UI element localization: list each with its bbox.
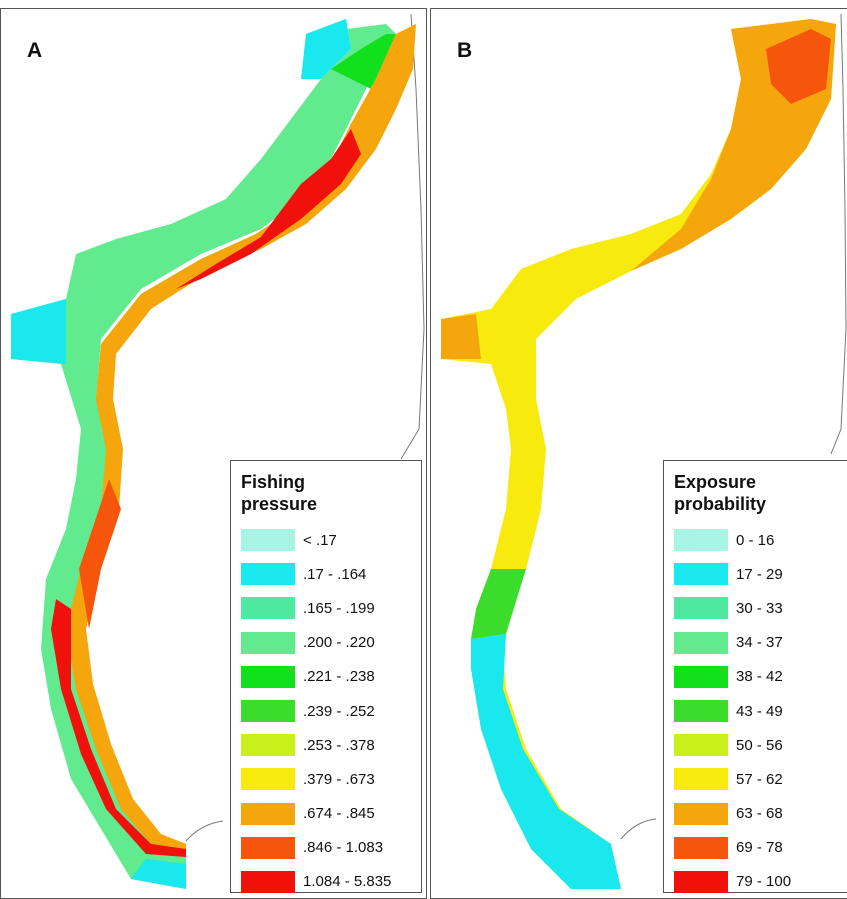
legend-item: 0 - 16 bbox=[674, 523, 847, 557]
legend-title-line: Fishing bbox=[241, 472, 305, 492]
legend-swatch bbox=[241, 563, 295, 586]
legend-swatch bbox=[674, 870, 728, 893]
legend-label: .165 - .199 bbox=[303, 599, 375, 617]
legend-label: .379 - .673 bbox=[303, 770, 375, 788]
legend-item: < .17 bbox=[241, 523, 421, 557]
legend-swatch bbox=[241, 529, 295, 552]
region-red-north bbox=[766, 29, 831, 104]
legend-label: 57 - 62 bbox=[736, 770, 783, 788]
legend-label: 1.084 - 5.835 bbox=[303, 873, 392, 891]
legend-label: 30 - 33 bbox=[736, 599, 783, 617]
legend-item: 38 - 42 bbox=[674, 660, 847, 694]
legend-item: .846 - 1.083 bbox=[241, 831, 421, 865]
legend-swatch bbox=[674, 836, 728, 859]
legend-label: < .17 bbox=[303, 531, 337, 549]
legend-item: .674 - .845 bbox=[241, 797, 421, 831]
legend-items: 0 - 16 17 - 29 30 - 33 34 - 37 38 - 42 43 - 4… bbox=[674, 523, 847, 898]
legend-label: 34 - 37 bbox=[736, 634, 783, 652]
legend-label: 79 - 100 bbox=[736, 873, 792, 891]
legend-label: 50 - 56 bbox=[736, 736, 783, 754]
panel-label: A bbox=[27, 39, 43, 62]
legend-label: 69 - 78 bbox=[736, 839, 783, 857]
legend-label: .846 - 1.083 bbox=[303, 839, 384, 857]
legend: Fishing pressure < .17 .17 - .164 .165 - .… bbox=[230, 460, 422, 893]
legend-items: < .17 .17 - .164 .165 - .199 .200 - .220 .22… bbox=[241, 523, 421, 898]
coastline bbox=[400, 13, 425, 460]
region-orange-west bbox=[441, 314, 481, 359]
legend-swatch bbox=[674, 768, 728, 791]
legend-item: .239 - .252 bbox=[241, 694, 421, 728]
legend-swatch bbox=[674, 631, 728, 654]
legend-title: Exposure probability bbox=[674, 471, 847, 515]
legend-item: .379 - .673 bbox=[241, 762, 421, 796]
legend-item: 69 - 78 bbox=[674, 831, 847, 865]
coastline bbox=[830, 13, 847, 455]
legend-item: 1.084 - 5.835 bbox=[241, 865, 421, 898]
legend-item: .200 - .220 bbox=[241, 626, 421, 660]
legend-swatch bbox=[674, 734, 728, 757]
legend-swatch bbox=[674, 529, 728, 552]
legend-item: .253 - .378 bbox=[241, 728, 421, 762]
legend-label: .239 - .252 bbox=[303, 702, 375, 720]
band-orange bbox=[66, 24, 416, 854]
legend-swatch bbox=[241, 870, 295, 893]
legend-item: .17 - .164 bbox=[241, 557, 421, 591]
legend-label: 17 - 29 bbox=[736, 565, 783, 583]
legend-title: Fishing pressure bbox=[241, 471, 421, 515]
legend-swatch bbox=[674, 802, 728, 825]
legend-item: .165 - .199 bbox=[241, 591, 421, 625]
legend-item: 63 - 68 bbox=[674, 797, 847, 831]
legend-swatch bbox=[674, 665, 728, 688]
legend-label: 38 - 42 bbox=[736, 668, 783, 686]
band-red-south bbox=[51, 599, 186, 857]
legend-label: 0 - 16 bbox=[736, 531, 775, 549]
panel-b-exposure-probability-map: B Exposure probability 0 - 16 17 - 29 30 -… bbox=[430, 8, 847, 899]
legend-swatch bbox=[241, 768, 295, 791]
band-cyan-north bbox=[301, 19, 351, 79]
legend-item: 50 - 56 bbox=[674, 728, 847, 762]
legend: Exposure probability 0 - 16 17 - 29 30 - 3… bbox=[663, 460, 847, 893]
exposure-probability-map bbox=[441, 13, 847, 889]
panel-a-fishing-pressure-map: A Fishing pressure < .17 .17 - .164 .165 -… bbox=[0, 8, 427, 899]
band-red-mid bbox=[79, 479, 121, 629]
band-red-north bbox=[176, 129, 361, 289]
legend-swatch bbox=[241, 665, 295, 688]
legend-swatch bbox=[241, 734, 295, 757]
legend-item: .221 - .238 bbox=[241, 660, 421, 694]
legend-item: 57 - 62 bbox=[674, 762, 847, 796]
legend-title-line: pressure bbox=[241, 494, 318, 514]
legend-item: 30 - 33 bbox=[674, 591, 847, 625]
legend-title-line: Exposure bbox=[674, 472, 757, 492]
legend-label: .253 - .378 bbox=[303, 736, 375, 754]
legend-swatch bbox=[674, 563, 728, 586]
legend-swatch bbox=[241, 597, 295, 620]
legend-swatch bbox=[674, 597, 728, 620]
region-green bbox=[471, 569, 526, 639]
legend-label: 43 - 49 bbox=[736, 702, 783, 720]
legend-label: .200 - .220 bbox=[303, 634, 375, 652]
band-outer bbox=[11, 19, 396, 889]
fishing-pressure-map bbox=[11, 13, 425, 889]
legend-label: .17 - .164 bbox=[303, 565, 367, 583]
band-cyan-west bbox=[11, 299, 66, 364]
legend-item: 34 - 37 bbox=[674, 626, 847, 660]
legend-label: .221 - .238 bbox=[303, 668, 375, 686]
coastline bbox=[185, 820, 224, 842]
region-cyan-south bbox=[471, 634, 621, 889]
legend-swatch bbox=[241, 802, 295, 825]
band-cyan-south bbox=[131, 859, 186, 889]
legend-item: 17 - 29 bbox=[674, 557, 847, 591]
legend-item: 79 - 100 bbox=[674, 865, 847, 898]
legend-swatch bbox=[241, 700, 295, 723]
legend-swatch bbox=[241, 836, 295, 859]
legend-item: 43 - 49 bbox=[674, 694, 847, 728]
legend-title-line: probability bbox=[674, 494, 767, 514]
legend-swatch bbox=[674, 700, 728, 723]
legend-swatch bbox=[241, 631, 295, 654]
legend-label: 63 - 68 bbox=[736, 805, 783, 823]
coastline bbox=[620, 818, 657, 840]
legend-label: .674 - .845 bbox=[303, 805, 375, 823]
panel-label: B bbox=[457, 39, 473, 62]
